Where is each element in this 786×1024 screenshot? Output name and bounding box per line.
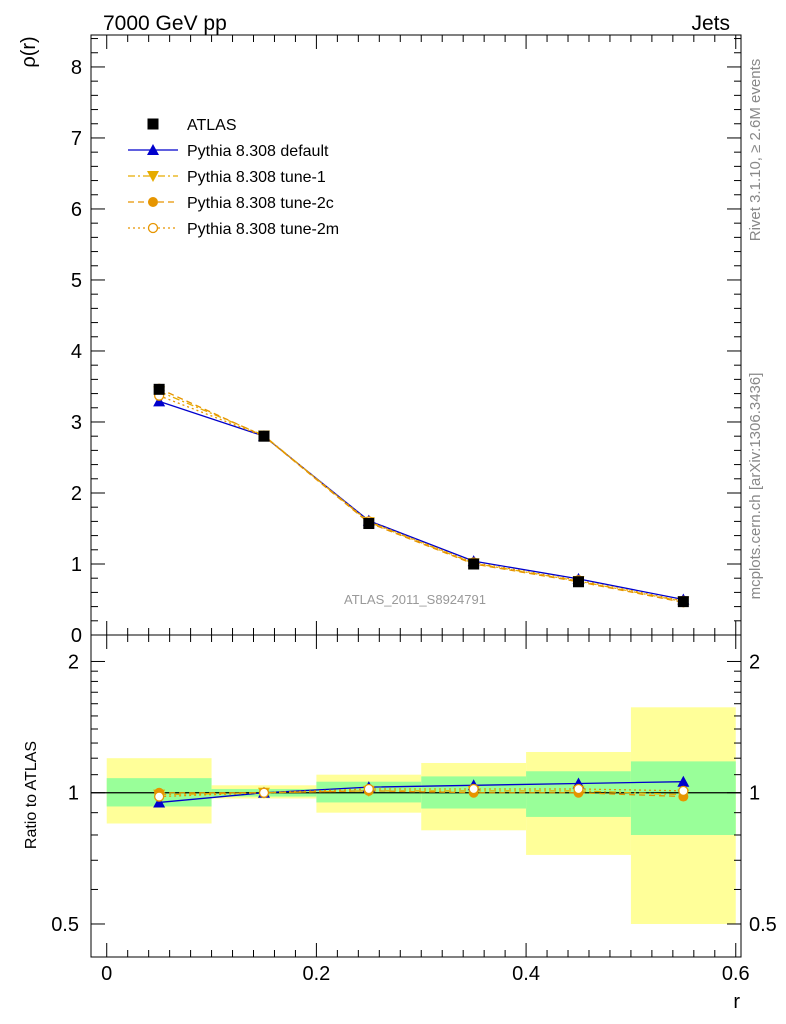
ratio-error-bands bbox=[106, 707, 736, 924]
ratio-mc-point bbox=[363, 783, 374, 795]
ratio-y-tick-label: 2 bbox=[68, 651, 79, 673]
ratio-series-line bbox=[159, 788, 684, 798]
ratio-axes: 0.5 0.5 1 1 2 2 0 0.2 0.4 0.6 bbox=[51, 635, 777, 985]
ratio-frame bbox=[90, 634, 742, 958]
ratio-series-line bbox=[159, 781, 684, 804]
main-data-point bbox=[573, 576, 584, 588]
legend-label: Pythia 8.308 tune-2m bbox=[187, 221, 339, 238]
main-y-tick-label: 8 bbox=[71, 57, 82, 79]
main-series-line bbox=[158, 390, 684, 603]
main-data-point bbox=[677, 596, 689, 608]
main-y-tick-label: 7 bbox=[71, 128, 82, 150]
ratio-y-tick-label-right: 1 bbox=[749, 783, 760, 805]
main-y-axis-title: ρ(r) bbox=[18, 36, 40, 67]
ratio-mc-point bbox=[677, 775, 690, 787]
ratio-y-tick-label: 0.5 bbox=[51, 914, 79, 936]
main-y-tick-label: 3 bbox=[71, 412, 82, 434]
ratio-mc-point bbox=[573, 783, 584, 795]
main-data-point bbox=[153, 383, 165, 395]
x-tick-label: 0.4 bbox=[512, 963, 540, 985]
main-data-point bbox=[468, 558, 480, 570]
main-y-tick-label: 1 bbox=[71, 554, 82, 576]
ratio-series-line bbox=[159, 790, 684, 796]
main-data-point bbox=[258, 430, 270, 442]
ratio-y-tick-label-right: 0.5 bbox=[749, 914, 777, 936]
main-series-line bbox=[158, 400, 684, 601]
legend-label: Pythia 8.308 default bbox=[187, 143, 329, 160]
main-panel: 0 1 2 3 4 5 6 7 8 ρ(r) ATLAS Pythia 8.308 default… bbox=[18, 34, 742, 647]
ratio-panel: 0.5 0.5 1 1 2 2 0 0.2 0.4 0.6 Ratio to ATLAS r bbox=[23, 634, 777, 1013]
x-tick-label: 0.6 bbox=[722, 963, 750, 985]
rivet-label: Rivet 3.1.10, ≥ 2.6M events bbox=[747, 59, 764, 242]
legend-label: ATLAS bbox=[187, 117, 237, 134]
legend-marker bbox=[147, 171, 159, 182]
ratio-mc-point bbox=[258, 787, 270, 798]
legend-marker bbox=[147, 118, 159, 130]
ratio-y-axis-title: Ratio to ATLAS bbox=[23, 741, 40, 849]
main-series-line bbox=[158, 388, 684, 603]
ratio-mc-point bbox=[153, 796, 166, 808]
ratio-mc-point bbox=[468, 783, 479, 795]
analysis-label: ATLAS_2011_S8924791 bbox=[344, 592, 486, 607]
legend: ATLAS Pythia 8.308 default Pythia 8.308 tu… bbox=[128, 117, 339, 238]
main-series-markers bbox=[153, 383, 690, 608]
ratio-series-lines bbox=[159, 781, 684, 804]
main-y-tick-label: 0 bbox=[71, 625, 82, 647]
main-series-lines bbox=[158, 388, 684, 603]
ratio-mc-point bbox=[153, 791, 165, 802]
header-right-label: Jets bbox=[691, 12, 730, 35]
x-tick-label: 0.2 bbox=[302, 963, 330, 985]
legend-label: Pythia 8.308 tune-1 bbox=[187, 169, 326, 186]
legend-marker bbox=[147, 222, 159, 234]
legend-marker bbox=[148, 197, 158, 207]
main-y-tick-label: 2 bbox=[71, 483, 82, 505]
x-tick-label: 0 bbox=[101, 963, 112, 985]
main-y-axis: 0 1 2 3 4 5 6 7 8 bbox=[71, 35, 741, 647]
main-y-tick-label: 6 bbox=[71, 199, 82, 221]
main-y-tick-label: 4 bbox=[71, 341, 82, 363]
ratio-mc-point bbox=[678, 785, 689, 796]
x-axis-title: r bbox=[733, 991, 740, 1013]
main-mc-point bbox=[153, 395, 166, 407]
main-series-line bbox=[158, 395, 684, 602]
ratio-series-markers bbox=[153, 775, 690, 808]
legend-marker bbox=[147, 144, 159, 155]
main-y-tick-label: 5 bbox=[71, 270, 82, 292]
main-data-point bbox=[363, 518, 375, 530]
header-left-label: 7000 GeV pp bbox=[103, 12, 227, 35]
ratio-y-tick-label-right: 2 bbox=[749, 651, 760, 673]
ratio-y-tick-label: 1 bbox=[68, 783, 79, 805]
mcplots-label: mcplots.cern.ch [arXiv:1306.3436] bbox=[747, 373, 764, 600]
legend-label: Pythia 8.308 tune-2c bbox=[187, 195, 334, 212]
ratio-series-line bbox=[159, 790, 684, 798]
